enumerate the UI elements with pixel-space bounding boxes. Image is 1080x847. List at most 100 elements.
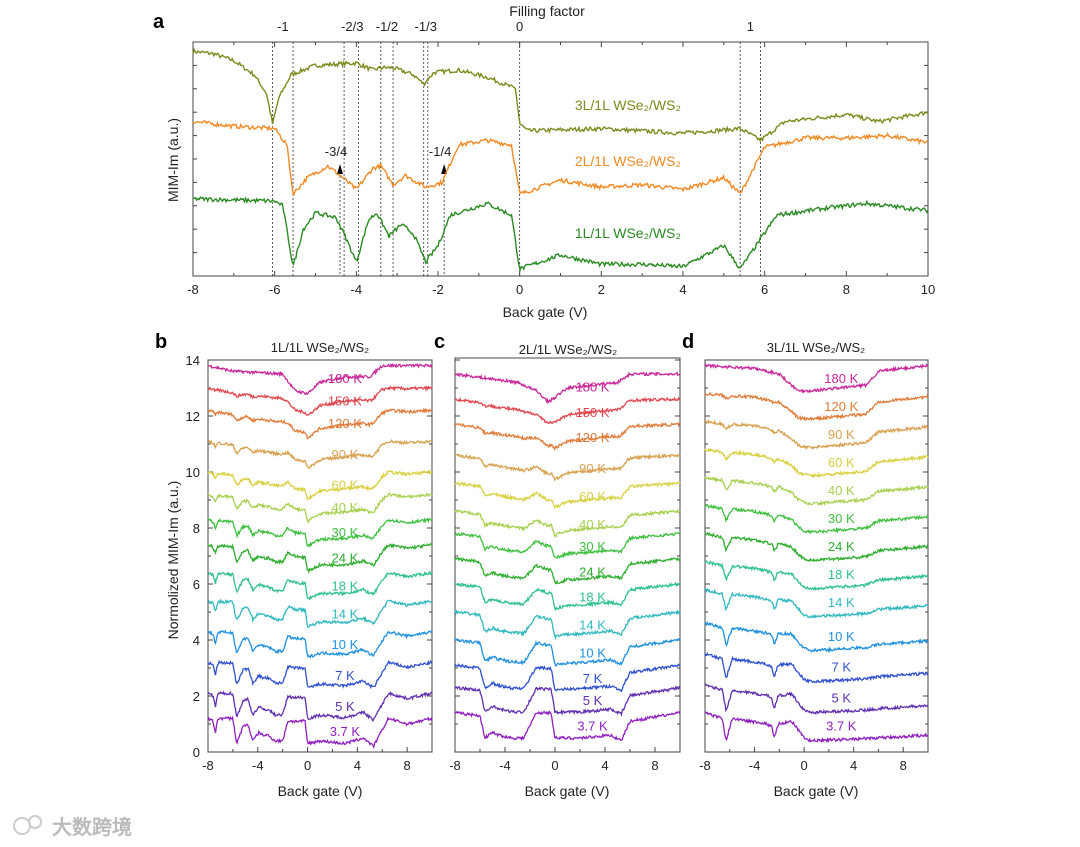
- temperature-label: 14 K: [828, 595, 855, 610]
- temperature-curve: [207, 629, 433, 659]
- temperature-label: 7 K: [335, 668, 355, 683]
- panel-label-b: b: [155, 331, 167, 353]
- filling-factor-label: 0: [516, 19, 523, 34]
- panel-c: -8 -4 0 4 8 180 K 150 K 120 K 90 K 60 K 40 K 30 K 24…: [449, 357, 681, 773]
- x-tick-label: 6: [761, 282, 768, 297]
- temperature-curve: [454, 662, 681, 693]
- temperature-label: 3.7 K: [577, 718, 608, 733]
- temperature-label: 3.7 K: [826, 718, 857, 733]
- temperature-curve: [207, 715, 433, 750]
- temperature-curve: [704, 683, 929, 716]
- temperature-label: 18 K: [828, 567, 855, 582]
- filling-factor-label: 1: [747, 19, 754, 34]
- filling-factor-label: -1: [277, 19, 289, 34]
- temperature-label: 180 K: [328, 371, 362, 386]
- temperature-curve: [454, 481, 681, 510]
- temperature-label: 24 K: [579, 564, 606, 579]
- panel-b-title: 1L/1L WSe₂/WS₂: [271, 340, 369, 355]
- temperature-curve: [207, 598, 433, 628]
- temperature-curve: [454, 452, 681, 482]
- temperature-curve: [207, 517, 433, 548]
- temperature-curve: [454, 421, 681, 451]
- temperature-curve: [207, 468, 433, 501]
- series-line-3L: [192, 47, 929, 143]
- x-tick-label: 0: [516, 282, 523, 297]
- temperature-curve: [454, 531, 681, 560]
- temperature-label: 60 K: [579, 489, 606, 504]
- x-tick-label: 4: [679, 282, 686, 297]
- y-tick-label: 0: [193, 745, 200, 760]
- temperature-label: 30 K: [828, 511, 855, 526]
- temperature-curve: [704, 588, 929, 619]
- filling-factor-label: -2/3: [341, 19, 363, 34]
- panel-label-d: d: [682, 331, 694, 353]
- temperature-curve: [207, 542, 433, 575]
- watermark-logo-icon: [13, 817, 31, 835]
- y-tick-label: 8: [193, 521, 200, 536]
- watermark-logo-icon-2: [28, 815, 42, 829]
- x-tick-label: -6: [269, 282, 281, 297]
- temperature-curve: [704, 503, 929, 535]
- temperature-curve: [454, 581, 681, 612]
- panel-a-frame: [192, 41, 929, 277]
- temperature-label: 10 K: [828, 629, 855, 644]
- temperature-label: 180 K: [824, 371, 858, 386]
- y-tick-label: 4: [193, 633, 200, 648]
- temperature-curve: [704, 476, 929, 507]
- temperature-label: 90 K: [579, 461, 606, 476]
- temperature-label: 24 K: [828, 539, 855, 554]
- x-tick-label: -4: [749, 758, 761, 773]
- panel-c-frame: [454, 357, 681, 753]
- arrow-up-icon: [337, 164, 343, 174]
- panel-a: -8 -6 -4 -2 0 2 4 6 8 10 -1 -2/3 -1/2 -1/3 0 1 -3/4 -1/4 3…: [187, 19, 935, 297]
- temperature-curve: [454, 396, 681, 425]
- panel-a-ylabel: MIM-Im (a.u.): [165, 118, 181, 202]
- series-label: 3L/1L WSe₂/WS₂: [575, 97, 681, 113]
- panel-d: -8 -4 0 4 8 180 K 120 K 90 K 60 K 40 K 30 K 24 K 18 …: [699, 359, 929, 773]
- temperature-label: 40 K: [579, 517, 606, 532]
- x-tick-label: -2: [432, 282, 444, 297]
- series-line-1L: [192, 196, 929, 273]
- x-tick-label: 8: [403, 758, 410, 773]
- temperature-label: 40 K: [828, 483, 855, 498]
- x-tick-label: 8: [651, 758, 658, 773]
- x-tick-label: 4: [354, 758, 361, 773]
- temperature-label: 30 K: [579, 539, 606, 554]
- filling-factor-label: -1/3: [415, 19, 437, 34]
- panel-c-xlabel: Back gate (V): [525, 783, 610, 799]
- temperature-label: 120 K: [824, 399, 858, 414]
- temperature-label: 5 K: [583, 693, 603, 708]
- watermark: 大数跨境: [13, 815, 132, 839]
- temperature-curve: [208, 362, 433, 396]
- x-tick-label: 10: [921, 282, 935, 297]
- temperature-label: 5 K: [832, 690, 852, 705]
- x-tick-label: 0: [551, 758, 558, 773]
- x-tick-label: 4: [850, 758, 857, 773]
- temperature-curve: [704, 711, 929, 744]
- fraction-annotation: -1/4: [429, 144, 451, 159]
- x-tick-label: 2: [598, 282, 605, 297]
- filling-factor-title: Filling factor: [509, 3, 585, 19]
- temperature-curve: [704, 620, 929, 653]
- temperature-label: 5 K: [335, 699, 355, 714]
- x-tick-label: -8: [187, 282, 199, 297]
- temperature-label: 7 K: [583, 671, 603, 686]
- x-tick-label: -8: [699, 758, 711, 773]
- temperature-label: 10 K: [332, 637, 359, 652]
- temperature-curve: [207, 385, 433, 416]
- temperature-curve: [454, 508, 681, 538]
- temperature-curve: [704, 531, 929, 563]
- temperature-curve: [454, 556, 681, 585]
- x-tick-label: 8: [900, 758, 907, 773]
- x-tick-label: -4: [499, 758, 511, 773]
- temperature-curve: [207, 407, 433, 440]
- y-tick-label: 10: [186, 465, 200, 480]
- x-tick-label: -8: [449, 758, 461, 773]
- temperature-label: 120 K: [328, 416, 362, 431]
- series-label: 2L/1L WSe₂/WS₂: [575, 153, 681, 169]
- temperature-label: 14 K: [579, 618, 606, 633]
- temperature-curve: [454, 638, 681, 667]
- temperature-curve: [207, 492, 433, 525]
- temperature-label: 14 K: [332, 606, 359, 621]
- x-tick-label: 4: [601, 758, 608, 773]
